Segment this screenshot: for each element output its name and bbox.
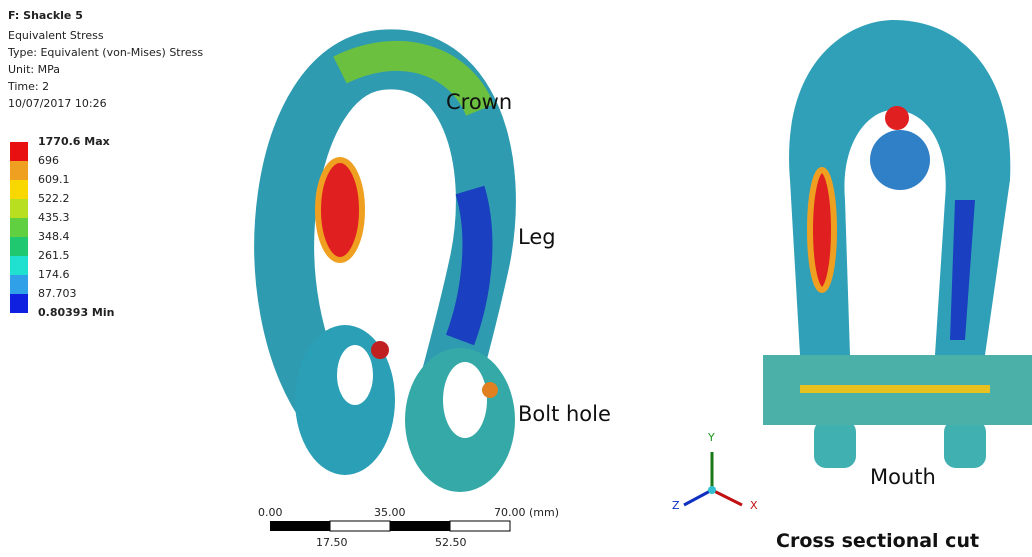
leg-region — [460, 190, 477, 340]
annotation: Leg — [518, 225, 556, 249]
scale-seg — [270, 521, 330, 531]
bolt-hole-left — [337, 345, 373, 405]
legend-label: 696 — [38, 154, 59, 167]
info: Equivalent Stress — [8, 28, 104, 44]
legend-label: 522.2 — [38, 192, 70, 205]
bolt-hole-right — [443, 362, 487, 438]
section-pin — [870, 130, 930, 190]
legend-label: 1770.6 Max — [38, 135, 110, 148]
legend-color — [10, 237, 28, 256]
scale-seg — [390, 521, 450, 531]
legend-color — [10, 218, 28, 237]
stress-hotspot — [371, 341, 389, 359]
scale-label: 0.00 — [258, 505, 283, 521]
legend-color — [10, 180, 28, 199]
scale-label: 52.50 — [435, 535, 467, 551]
info: Time: 2 — [8, 79, 49, 95]
annotation: Mouth — [870, 465, 936, 489]
legend-label: 0.80393 Min — [38, 306, 114, 319]
info: Type: Equivalent (von-Mises) Stress — [8, 45, 203, 61]
annotation: Bolt hole — [518, 402, 611, 426]
legend-color — [10, 275, 28, 294]
info: Unit: MPa — [8, 62, 60, 78]
annotation: Crown — [446, 90, 512, 114]
title: F: Shackle 5 — [8, 8, 83, 24]
origin — [708, 486, 716, 494]
caption: Cross sectional cut — [776, 530, 979, 552]
legend-color — [10, 294, 28, 313]
stress-hotspot — [482, 382, 498, 398]
legend-color — [10, 199, 28, 218]
scale-seg — [330, 521, 390, 531]
legend-color — [10, 142, 28, 161]
axis-z — [684, 490, 712, 505]
legend-label: 609.1 — [38, 173, 70, 186]
scale-label: 35.00 — [374, 505, 406, 521]
screen: F: Shackle 5 Equivalent Stress Type: Equ… — [0, 0, 1032, 557]
legend-label: 435.3 — [38, 211, 70, 224]
legend-label: 87.703 — [38, 287, 77, 300]
axis-x — [712, 490, 742, 505]
info: 10/07/2017 10:26 — [8, 96, 107, 112]
legend-color — [10, 256, 28, 275]
triad-label: Y — [708, 430, 715, 446]
triad-label: Z — [672, 498, 680, 514]
legend-label: 174.6 — [38, 268, 70, 281]
scale-label: 17.50 — [316, 535, 348, 551]
legend-label: 348.4 — [38, 230, 70, 243]
legend-label: 261.5 — [38, 249, 70, 262]
section-lug — [944, 420, 986, 468]
stress-band — [800, 385, 990, 393]
stress-hotspot — [810, 170, 834, 290]
legend-color — [10, 161, 28, 180]
stress-hotspot — [885, 106, 909, 130]
stress-hotspot — [318, 160, 362, 260]
scale-label: 70.00 (mm) — [494, 505, 559, 521]
section-lug — [814, 420, 856, 468]
triad-label: X — [750, 498, 758, 514]
scale-seg — [450, 521, 510, 531]
